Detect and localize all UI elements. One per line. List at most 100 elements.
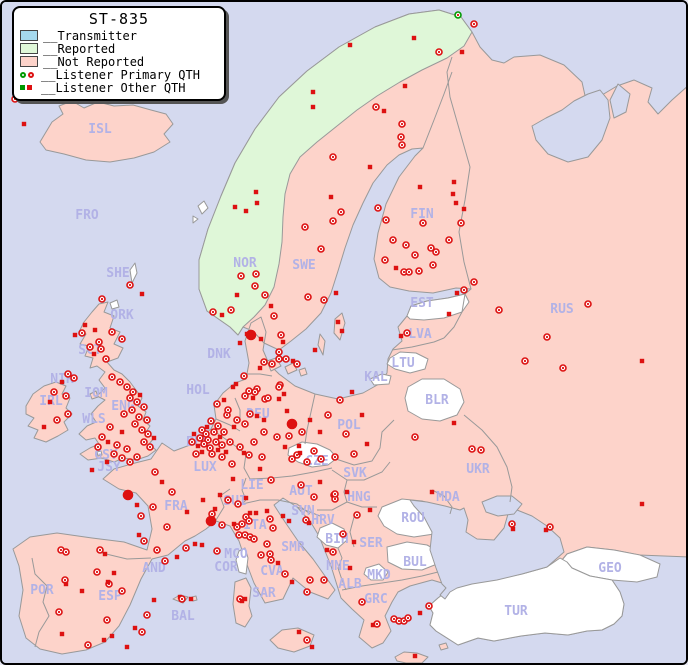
listener-other-qth-marker <box>450 191 456 197</box>
listener-primary-qth-marker <box>151 468 159 476</box>
legend-item-other-qth: __Listener Other QTH <box>20 81 218 95</box>
listener-primary-qth-marker <box>521 357 529 365</box>
listener-other-qth-marker <box>188 596 194 602</box>
country-label-bal: BAL <box>171 609 195 624</box>
listener-primary-qth-marker <box>116 378 124 386</box>
listener-other-qth-marker <box>239 598 245 604</box>
listener-primary-qth-marker <box>227 306 235 314</box>
listener-primary-qth-marker <box>404 614 412 622</box>
listener-other-qth-marker <box>402 83 408 89</box>
listener-primary-qth-marker <box>143 611 151 619</box>
listener-primary-qth-marker <box>102 355 110 363</box>
listener-primary-qth-marker <box>131 420 139 428</box>
listener-primary-qth-marker <box>64 370 72 378</box>
listener-primary-qth-marker <box>53 416 61 424</box>
listener-primary-qth-marker <box>241 420 249 428</box>
listener-other-qth-marker <box>370 622 376 628</box>
country-label-smr: SMR <box>281 540 305 555</box>
listener-primary-qth-marker <box>70 374 78 382</box>
listener-other-qth-marker <box>137 392 143 398</box>
listener-other-qth-marker <box>254 413 260 419</box>
country-label-blr: BLR <box>425 393 449 408</box>
listener-other-qth-marker <box>139 291 145 297</box>
country-label-sar: SAR <box>252 586 276 601</box>
transmitter-swatch <box>20 30 38 41</box>
listener-other-qth-marker <box>63 581 69 587</box>
listener-other-qth-marker <box>134 502 140 508</box>
listener-primary-qth-marker <box>240 372 248 380</box>
country-label-she: SHE <box>106 266 129 281</box>
listener-primary-qth-marker <box>445 236 453 244</box>
listener-primary-qth-marker <box>425 602 433 610</box>
country-belarus <box>404 378 465 422</box>
listener-primary-qth-marker <box>306 576 314 584</box>
listener-primary-qth-marker <box>350 450 358 458</box>
listener-other-qth-marker <box>317 479 323 485</box>
listener-primary-qth-marker <box>126 394 134 402</box>
country-label-tur: TUR <box>504 604 528 619</box>
listener-primary-qth-marker <box>196 434 204 442</box>
country-label-iom: IOM <box>84 386 108 401</box>
listener-other-qth-marker <box>639 501 645 507</box>
country-label-rus: RUS <box>550 302 574 317</box>
listener-other-qth-marker <box>59 631 65 637</box>
listener-other-qth-marker <box>290 358 296 364</box>
listener-primary-qth-marker <box>250 438 258 446</box>
listener-other-qth-marker <box>241 450 247 456</box>
listener-other-qth-marker <box>286 518 292 524</box>
listener-other-qth-marker <box>381 108 387 114</box>
site-marker <box>454 11 462 19</box>
listener-primary-qth-marker <box>200 440 208 448</box>
listener-primary-qth-marker <box>303 458 311 466</box>
listener-primary-qth-marker <box>126 458 134 466</box>
listener-other-qth-marker <box>254 200 260 206</box>
country-bosnia <box>316 522 348 549</box>
not-reported-swatch <box>20 56 38 67</box>
listener-primary-qth-marker <box>304 293 312 301</box>
island-bornholm <box>298 367 308 377</box>
listener-other-qth-marker <box>59 379 65 385</box>
listener-other-qth-marker <box>281 391 287 397</box>
country-label-fro: FRO <box>75 208 99 223</box>
listener-other-qth-marker <box>429 489 435 495</box>
listener-primary-qth-marker <box>153 546 161 554</box>
listener-primary-qth-marker <box>84 641 92 649</box>
legend-item-transmitter: __Transmitter <box>20 29 218 43</box>
listener-other-qth-marker <box>199 542 205 548</box>
listener-other-qth-marker <box>82 322 88 328</box>
listener-primary-qth-marker <box>226 438 234 446</box>
listener-other-qth-marker <box>264 508 270 514</box>
listener-primary-qth-marker <box>207 417 215 425</box>
listener-primary-qth-marker <box>149 503 157 511</box>
listener-primary-qth-marker <box>320 576 328 584</box>
listener-primary-qth-marker <box>133 398 141 406</box>
country-label-bul: BUL <box>403 555 427 570</box>
country-lithuania <box>386 351 429 374</box>
legend-item-not-reported: __Not Reported <box>20 55 218 69</box>
listener-primary-qth-marker <box>277 331 285 339</box>
listener-other-qth-marker <box>359 412 365 418</box>
listener-other-qth-marker <box>234 292 240 298</box>
country-label-fin: FIN <box>410 207 434 222</box>
listener-other-qth-marker <box>317 429 323 435</box>
listener-primary-qth-marker <box>118 587 126 595</box>
listener-primary-qth-marker <box>268 360 276 368</box>
listener-other-qth-marker <box>232 204 238 210</box>
listener-primary-qth-marker <box>329 153 337 161</box>
listener-primary-qth-marker <box>508 520 516 528</box>
listener-markers <box>11 11 645 659</box>
listener-primary-qth-marker <box>260 428 268 436</box>
listener-primary-qth-marker <box>372 103 380 111</box>
listener-primary-qth-marker <box>144 430 152 438</box>
listener-primary-qth-marker <box>212 438 220 446</box>
country-label-rou: ROU <box>401 511 425 526</box>
listener-other-qth-marker <box>217 492 223 498</box>
listener-primary-qth-marker <box>336 396 344 404</box>
listener-primary-qth-marker <box>55 608 63 616</box>
island-oland <box>317 333 326 356</box>
listener-other-qth-marker <box>453 200 459 206</box>
listener-other-qth-marker <box>101 637 107 643</box>
listener-primary-qth-marker <box>96 546 104 554</box>
listener-other-qth-marker <box>268 303 274 309</box>
